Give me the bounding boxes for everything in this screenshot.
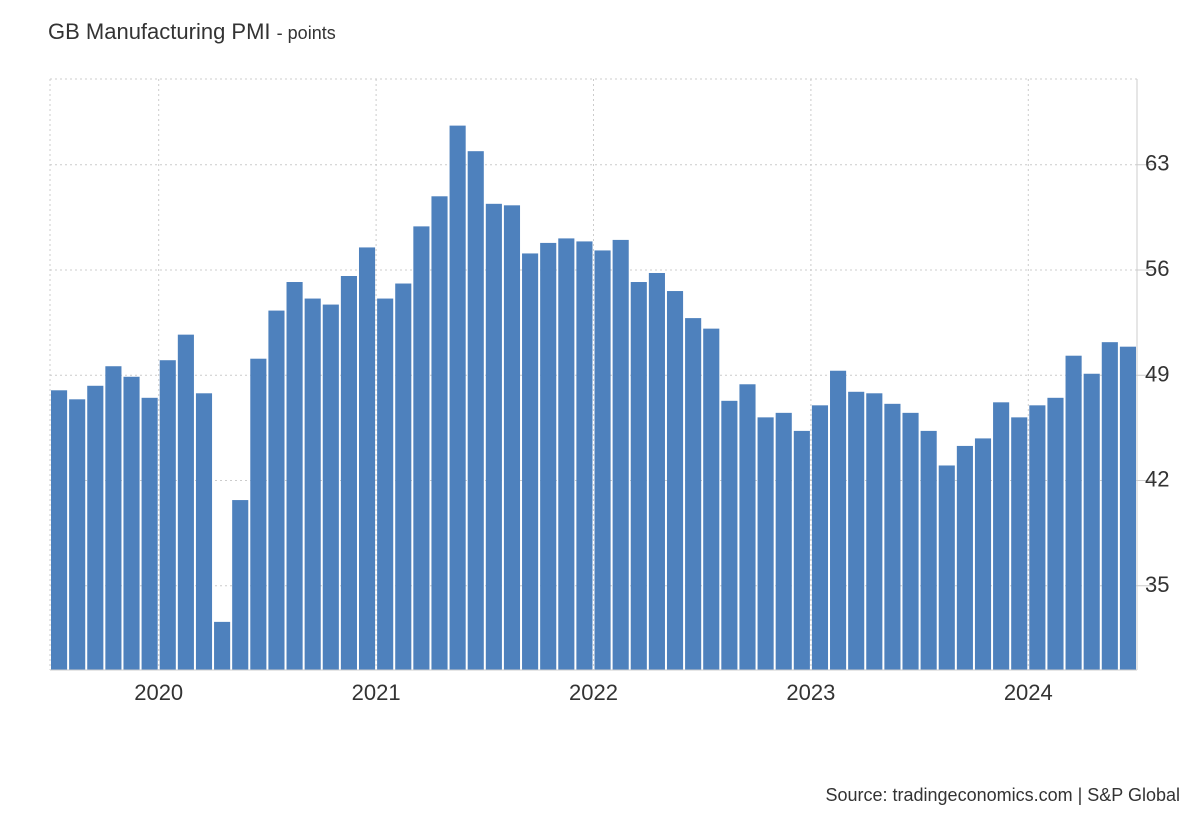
bar [938,465,955,670]
bar [540,242,557,671]
bar [902,412,919,670]
bar [757,417,774,670]
bar [87,385,104,670]
y-tick-label-42: 42 [1145,467,1169,492]
bar [1029,405,1046,670]
bar [51,390,68,670]
bar [522,253,539,670]
bar [848,391,865,670]
bar [195,393,213,670]
y-tick-label-35: 35 [1145,572,1169,597]
bar [431,196,448,670]
x-tick-label-2024: 2024 [1004,680,1053,705]
bar [485,203,502,671]
bar [703,328,720,670]
source-credit: Source: tradingeconomics.com | S&P Globa… [825,785,1180,805]
bar [811,405,829,670]
chart-title: GB Manufacturing PMI - points [48,19,336,45]
bar [721,400,738,670]
bar [250,358,267,670]
bar [594,250,611,670]
bars [51,125,1136,671]
bar [105,366,122,670]
bar [866,393,883,670]
bar-chart: 35 42 49 56 63 2020 2021 2022 2023 2024 [49,78,1169,705]
y-tick-label-49: 49 [1145,361,1169,386]
bar [232,500,249,670]
bar [322,304,339,670]
bar [558,238,575,670]
bar [123,376,140,670]
bar [449,125,466,670]
bar [1047,397,1064,670]
x-tick-label-2023: 2023 [786,680,835,705]
bar [503,205,521,670]
y-tick-label-56: 56 [1145,256,1169,281]
bar [1119,346,1136,670]
chart-subtitle: - points [276,23,336,43]
bar [395,283,412,670]
chart-title-text: GB Manufacturing PMI [48,19,271,44]
bar [974,438,992,670]
bar [884,403,901,670]
bar [268,310,285,670]
bar [576,241,593,670]
bar [1065,355,1082,670]
bar [377,298,394,670]
bar [69,399,86,670]
bar [159,360,176,670]
grid-lines [49,78,1137,670]
bar [648,272,665,670]
bar [304,298,321,670]
bar [467,151,484,670]
bar [920,430,937,670]
bar [358,247,376,670]
bar [340,276,357,670]
bar [666,291,684,670]
x-tick-label-2021: 2021 [352,680,401,705]
bar [685,318,702,670]
bar [830,370,847,670]
bar [775,412,792,670]
bar [612,239,629,671]
bar [1083,373,1100,670]
x-tick-label-2020: 2020 [134,680,183,705]
axes: 35 42 49 56 63 2020 2021 2022 2023 2024 [50,79,1169,705]
bar [956,445,973,670]
bar [739,384,756,670]
bar [141,397,158,670]
bar [993,402,1010,670]
bar [1011,417,1028,670]
bar [1101,342,1118,670]
bar [286,282,303,670]
bar [793,430,810,670]
y-tick-label-63: 63 [1145,151,1169,176]
bar [214,621,231,670]
bar [177,334,194,670]
bar [413,226,430,671]
x-tick-label-2022: 2022 [569,680,618,705]
bar [630,282,647,670]
